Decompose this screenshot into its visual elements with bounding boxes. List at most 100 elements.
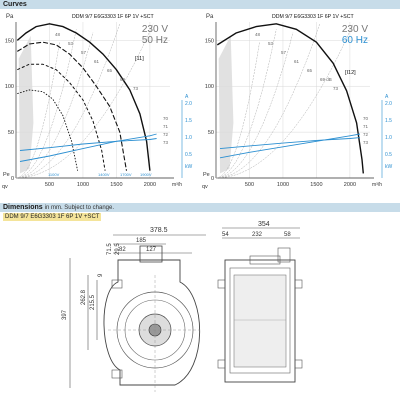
dim-side-232: 232	[252, 232, 263, 238]
qv-label: qv	[202, 184, 208, 190]
dim-9: 9	[98, 273, 104, 277]
pe-label: Pe	[3, 172, 10, 178]
dim-82: 82	[119, 247, 126, 253]
efficiency-label: 73	[363, 140, 369, 145]
dimensions-section-title: Dimensions	[3, 204, 43, 211]
sound-level-label: 57	[281, 50, 287, 55]
sound-level-label: 57	[81, 50, 87, 55]
chart-frequency: 60 Hz	[342, 35, 368, 46]
dimensions-section-header: Dimensions in mm. Subject to change.	[0, 203, 400, 212]
y-tick-label: 100	[5, 84, 14, 90]
dim-215-5: 215.5	[90, 294, 96, 310]
system-curve	[215, 23, 320, 179]
right-axis-tick: 1.5	[385, 118, 392, 124]
right-axis-unit-kw: kW	[385, 164, 393, 170]
right-axis-tick: 0.5	[385, 152, 392, 158]
chart-60hz: 0 50 100 150 500 1000 1500 2000 DDM 9/7 E6G3303 …	[202, 14, 393, 190]
chart-title: DDM 9/7 E6G3303 1F 6P 1V +SCT	[272, 14, 354, 20]
right-axis-unit-a: A	[385, 94, 389, 100]
dim-side-54: 54	[222, 232, 229, 238]
x-tick-label: 1000	[77, 182, 89, 188]
series-line	[16, 23, 151, 171]
series-line	[17, 89, 79, 171]
efficiency-label: 72	[163, 132, 169, 137]
sound-level-label: 73	[133, 86, 139, 91]
chart-50hz: 0 50 100 150 500 1000 1500 2000 DDM 9/7 E6G3303 …	[2, 14, 193, 190]
system-curve	[215, 23, 354, 179]
y-tick-label: 150	[5, 38, 14, 44]
right-axis-tick: 0.5	[185, 152, 192, 158]
stall-zone	[18, 35, 34, 174]
x-tick-label: 2000	[344, 182, 356, 188]
sound-level-label: 69	[120, 77, 126, 82]
sound-level-label: 48	[55, 32, 61, 37]
motor-box	[139, 245, 163, 263]
y-tick-label: 50	[8, 130, 14, 136]
dim-185: 185	[136, 238, 147, 244]
y-axis-label: Pa	[6, 14, 14, 20]
sound-level-label: 61	[294, 59, 300, 64]
dim-overall-width: 378.5	[150, 227, 168, 234]
chart-voltage: 230 V	[142, 24, 168, 35]
dim-262-8: 262.8	[81, 289, 87, 305]
dim-127: 127	[146, 247, 157, 253]
right-axis-unit-a: A	[185, 94, 189, 100]
right-axis-unit-kw: kW	[185, 164, 193, 170]
sound-level-label: 73	[333, 86, 339, 91]
speed-label: 1100V	[48, 172, 60, 177]
pe-label: Pe	[203, 172, 210, 178]
speed-label: 1900V	[140, 172, 152, 177]
sound-level-label: 53	[68, 41, 74, 46]
x-tick-label: 1000	[277, 182, 289, 188]
x-tick-label: 1500	[310, 182, 322, 188]
sound-level-label: 53	[268, 41, 274, 46]
x-axis-label: m³/h	[372, 182, 382, 188]
side-view-drawing: 354 54 232 58	[217, 221, 303, 383]
efficiency-label: 70	[363, 116, 369, 121]
curve-label: [I12]	[345, 70, 356, 76]
sound-level-label: 61	[94, 59, 100, 64]
series-line	[219, 137, 361, 150]
x-tick-label: 2000	[144, 182, 156, 188]
speed-label: 1400V	[98, 172, 110, 177]
right-axis-tick: 1.5	[185, 118, 192, 124]
sound-level-label: 65	[307, 68, 313, 73]
sound-level-label: 69 dB	[320, 77, 332, 82]
efficiency-label: 72	[363, 132, 369, 137]
system-curve	[15, 23, 154, 179]
right-axis-tick: 1.0	[385, 135, 392, 141]
chart-voltage: 230 V	[342, 24, 368, 35]
curves-section-title: Curves	[3, 1, 27, 8]
model-chip: DDM 9/7 E6G3303 1F 6P 1V +SCT	[3, 213, 102, 221]
chart-title: DDM 9/7 E6G3303 1F 6P 1V +SCT	[72, 14, 154, 20]
x-axis-label: m³/h	[172, 182, 182, 188]
system-curve	[215, 42, 260, 179]
y-tick-label: 0	[211, 176, 214, 182]
series-line	[19, 133, 157, 162]
sound-level-label: 65	[107, 68, 113, 73]
qv-label: qv	[2, 184, 8, 190]
system-curve	[15, 23, 120, 179]
right-axis-tick: 1.0	[185, 135, 192, 141]
right-axis-tick: 2.0	[185, 101, 192, 107]
right-axis-tick: 2.0	[385, 101, 392, 107]
speed-label: 1700V	[120, 172, 132, 177]
series-line	[19, 138, 157, 151]
dim-29-5: 29.5	[115, 243, 121, 255]
efficiency-label: 71	[163, 124, 169, 129]
y-tick-label: 100	[205, 84, 214, 90]
curve-label: [11]	[135, 56, 144, 62]
y-axis-label: Pa	[206, 14, 214, 20]
series-line	[17, 41, 128, 171]
dim-71-5: 71.5	[107, 243, 113, 255]
y-tick-label: 50	[208, 130, 214, 136]
y-tick-label: 0	[11, 176, 14, 182]
system-curve	[215, 32, 294, 179]
series-line	[219, 133, 361, 159]
chart-frequency: 50 Hz	[142, 35, 168, 46]
dim-side-354: 354	[258, 221, 270, 228]
front-view-drawing: 378.5 185 82 127 71.5 29.5 397 262.8 215…	[62, 227, 206, 392]
x-tick-label: 500	[45, 182, 54, 188]
dim-397: 397	[62, 309, 68, 320]
series-line	[216, 23, 364, 174]
